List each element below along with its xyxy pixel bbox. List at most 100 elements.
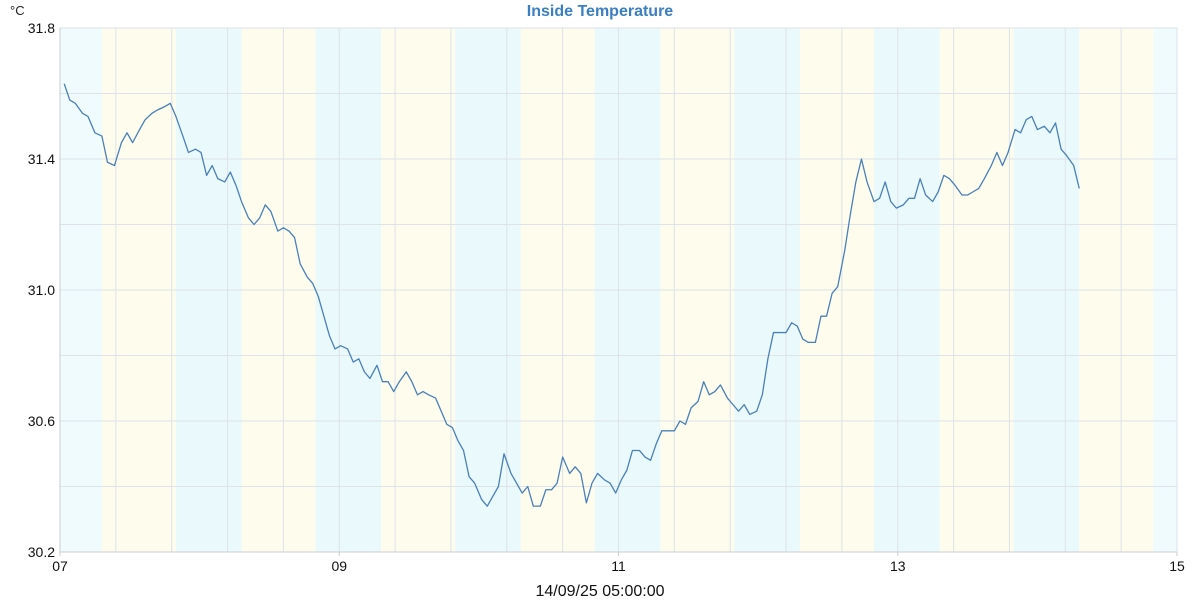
data-point bbox=[609, 482, 612, 485]
data-point bbox=[328, 334, 331, 337]
data-point bbox=[187, 151, 190, 154]
data-point bbox=[831, 292, 834, 295]
data-point bbox=[163, 105, 166, 108]
x-tick-label: 11 bbox=[611, 558, 626, 574]
timestamp-footer: 14/09/25 05:00:00 bbox=[535, 583, 665, 600]
x-tick-label: 13 bbox=[890, 558, 906, 574]
data-point bbox=[468, 475, 471, 478]
data-point bbox=[884, 180, 887, 183]
data-point bbox=[526, 485, 529, 488]
data-point bbox=[200, 151, 203, 154]
data-point bbox=[532, 505, 535, 508]
data-point bbox=[269, 210, 272, 213]
data-point bbox=[194, 148, 197, 151]
data-point bbox=[719, 383, 722, 386]
data-point bbox=[440, 410, 443, 413]
data-point bbox=[1007, 151, 1010, 154]
data-point bbox=[174, 115, 177, 118]
data-point bbox=[299, 262, 302, 265]
data-point bbox=[785, 331, 788, 334]
data-point bbox=[814, 341, 817, 344]
temperature-series-line bbox=[63, 83, 1080, 507]
data-point bbox=[995, 151, 998, 154]
data-point bbox=[363, 370, 366, 373]
data-point bbox=[126, 131, 129, 134]
data-point bbox=[211, 164, 214, 167]
data-point bbox=[667, 429, 670, 432]
data-point bbox=[878, 197, 881, 200]
data-point bbox=[416, 393, 419, 396]
data-point bbox=[919, 177, 922, 180]
y-tick-labels: 30.2 30.6 31.0 31.4 31.8 bbox=[28, 20, 55, 560]
data-point bbox=[1072, 164, 1075, 167]
data-point bbox=[801, 338, 804, 341]
data-point bbox=[790, 321, 793, 324]
data-point bbox=[937, 190, 940, 193]
y-tick-label: 31.0 bbox=[28, 282, 55, 298]
data-point bbox=[843, 249, 846, 252]
data-point bbox=[1078, 187, 1081, 190]
y-tick-label: 31.4 bbox=[28, 151, 55, 167]
data-point bbox=[106, 161, 109, 164]
data-point bbox=[169, 102, 172, 105]
data-point bbox=[960, 194, 963, 197]
data-point bbox=[590, 482, 593, 485]
data-point bbox=[895, 207, 898, 210]
data-point bbox=[772, 331, 775, 334]
data-point bbox=[497, 485, 500, 488]
data-point bbox=[631, 449, 634, 452]
data-point bbox=[977, 187, 980, 190]
data-point bbox=[86, 115, 89, 118]
data-point bbox=[491, 495, 494, 498]
data-point bbox=[120, 141, 123, 144]
data-point bbox=[585, 501, 588, 504]
data-point bbox=[596, 472, 599, 475]
data-point bbox=[282, 226, 285, 229]
data-point bbox=[990, 164, 993, 167]
data-point bbox=[223, 180, 226, 183]
data-point bbox=[766, 357, 769, 360]
data-point bbox=[726, 397, 729, 400]
x-tick-label: 09 bbox=[331, 558, 347, 574]
data-point bbox=[644, 456, 647, 459]
data-point bbox=[807, 341, 810, 344]
data-point bbox=[1025, 118, 1028, 121]
x-tick-label: 15 bbox=[1169, 558, 1185, 574]
data-point bbox=[229, 171, 232, 174]
data-point bbox=[931, 200, 934, 203]
data-point bbox=[907, 197, 910, 200]
data-point bbox=[849, 213, 852, 216]
data-point bbox=[387, 380, 390, 383]
data-point bbox=[748, 413, 751, 416]
data-point bbox=[306, 275, 309, 278]
data-point bbox=[924, 194, 927, 197]
data-point bbox=[352, 361, 355, 364]
data-point bbox=[63, 82, 66, 85]
data-point bbox=[381, 380, 384, 383]
data-point bbox=[253, 223, 256, 226]
data-point bbox=[948, 177, 951, 180]
y-tick-label: 30.6 bbox=[28, 413, 55, 429]
data-point bbox=[100, 135, 103, 138]
data-point bbox=[972, 190, 975, 193]
data-point bbox=[1065, 154, 1068, 157]
data-point bbox=[375, 364, 378, 367]
data-point bbox=[509, 472, 512, 475]
data-point bbox=[462, 449, 465, 452]
data-point bbox=[556, 482, 559, 485]
data-point bbox=[673, 429, 676, 432]
data-point bbox=[796, 325, 799, 328]
data-point bbox=[614, 492, 617, 495]
data-point bbox=[873, 200, 876, 203]
data-point bbox=[473, 482, 476, 485]
data-point bbox=[398, 380, 401, 383]
data-point bbox=[322, 315, 325, 318]
data-point bbox=[574, 465, 577, 468]
data-point bbox=[216, 177, 219, 180]
data-point bbox=[1036, 128, 1039, 131]
data-point bbox=[697, 400, 700, 403]
data-point bbox=[410, 380, 413, 383]
data-point bbox=[74, 102, 77, 105]
data-point bbox=[902, 203, 905, 206]
